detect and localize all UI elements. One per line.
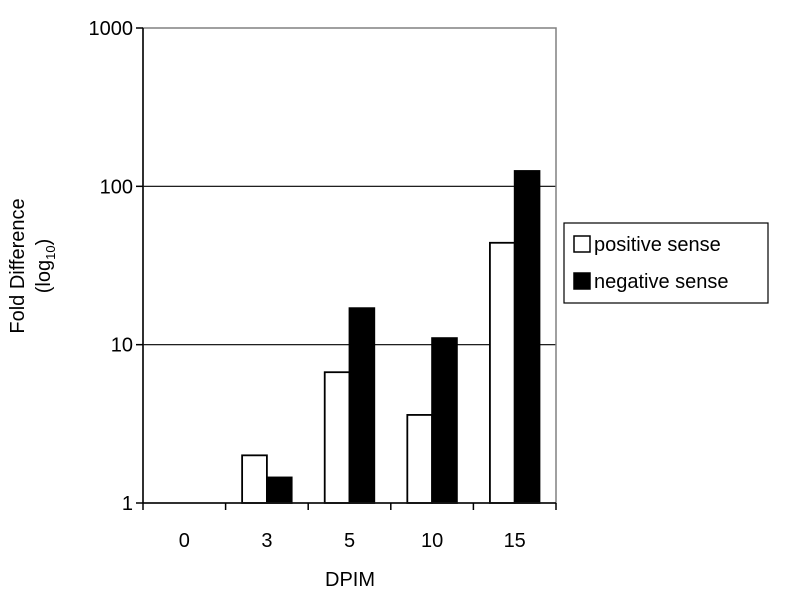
legend-label-positive-sense: positive sense	[594, 234, 721, 256]
y-axis-subtitle-prefix: (log	[33, 260, 55, 293]
y-tick-label: 100	[100, 176, 133, 198]
bar-negative-15	[513, 170, 541, 504]
bar-negative-10	[431, 337, 458, 504]
bar-positive-15	[489, 241, 516, 504]
y-axis-subtitle-index: 10	[43, 245, 58, 259]
bars	[241, 170, 541, 504]
legend: positive sense negative sense	[563, 222, 769, 304]
y-axis-ticks: 1 10 100 1000	[89, 18, 143, 515]
bar-negative-5	[348, 307, 376, 504]
y-axis-title-main: Fold Difference	[7, 198, 29, 333]
x-tick-label: 15	[504, 530, 526, 552]
legend-box	[563, 222, 769, 304]
bar-positive-3	[241, 454, 268, 504]
x-axis-title: DPIM	[325, 569, 375, 591]
y-axis-subtitle: (log10)	[33, 239, 58, 294]
y-axis-title: Fold Difference	[7, 198, 29, 333]
x-tick-label: 3	[261, 530, 272, 552]
legend-label-negative-sense: negative sense	[594, 271, 729, 293]
x-tick-label: 10	[421, 530, 443, 552]
bar-negative-3	[265, 476, 293, 504]
legend-swatch-positive-sense	[573, 235, 591, 253]
y-tick-label: 10	[111, 335, 133, 357]
legend-swatch-negative-sense	[573, 272, 591, 290]
bar-positive-10	[406, 414, 434, 504]
y-tick-label: 1	[122, 493, 133, 515]
x-axis-ticks: 0 3 5 10 15	[142, 503, 557, 552]
bar-positive-5	[323, 371, 351, 504]
svg-text:(log10): (log10)	[33, 239, 58, 294]
x-tick-label: 5	[344, 530, 355, 552]
x-tick-label: 0	[179, 530, 190, 552]
y-tick-label: 1000	[89, 18, 134, 40]
y-axis-subtitle-suffix: )	[33, 239, 55, 246]
